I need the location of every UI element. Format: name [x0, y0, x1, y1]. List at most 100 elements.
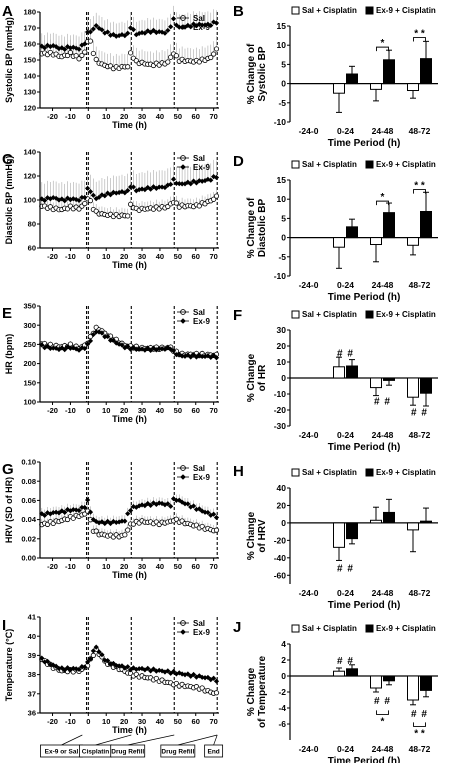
- panel-label-E: E: [2, 305, 12, 322]
- data-point: [82, 201, 88, 207]
- significance-mark: # #: [374, 396, 391, 407]
- data-point: [67, 508, 74, 514]
- series-sal: [39, 188, 220, 220]
- panel-label-F: F: [233, 307, 242, 324]
- panel-label-A: A: [2, 3, 13, 20]
- y-tick-label: 350: [23, 302, 36, 311]
- y-tick-label: 130: [23, 88, 36, 97]
- data-point: [113, 33, 119, 39]
- data-point: [193, 23, 200, 29]
- x-tick-label: 60: [192, 112, 200, 121]
- data-point: [162, 30, 168, 36]
- data-point: [148, 29, 154, 36]
- event-label: Drug Refill: [161, 749, 194, 756]
- y-tick-label: 0.08: [21, 477, 36, 486]
- data-point: [196, 352, 202, 358]
- y-tick-label: 0.06: [21, 496, 36, 505]
- data-point: [87, 189, 94, 195]
- event-pointer: [213, 734, 218, 746]
- y-axis-label-line: % Change: [246, 511, 257, 560]
- data-point: [42, 45, 48, 51]
- legend-label: Sal: [193, 619, 205, 628]
- category-label: -24-0: [299, 744, 319, 754]
- y-tick-label: 2: [281, 655, 286, 665]
- bar: [383, 59, 395, 85]
- data-point: [199, 674, 205, 680]
- data-point: [142, 503, 148, 509]
- y-tick-label: 120: [23, 104, 36, 113]
- legend-label: Ex-9 + Cisplatin: [376, 160, 436, 169]
- y-axis-label-line: Diastolic BP: [257, 199, 268, 258]
- y-tick-label: 0.04: [21, 515, 36, 524]
- data-point: [145, 345, 151, 351]
- data-point: [116, 341, 122, 347]
- category-label: -24-0: [299, 588, 319, 598]
- data-point: [76, 666, 82, 672]
- y-tick-label: 36: [28, 709, 36, 718]
- data-point: [125, 664, 131, 670]
- bar: [383, 212, 395, 239]
- data-point: [145, 500, 151, 507]
- data-point: [85, 29, 91, 35]
- y-tick-label: -10: [274, 117, 287, 127]
- bar: [420, 520, 432, 524]
- data-point: [211, 196, 217, 202]
- data-point: [119, 518, 125, 524]
- data-point: [162, 184, 168, 191]
- data-point: [213, 355, 220, 361]
- y-tick-label: -60: [274, 570, 287, 580]
- y-tick-label: 150: [23, 56, 36, 65]
- data-point: [79, 664, 85, 670]
- data-point: [42, 197, 48, 204]
- data-point: [82, 664, 88, 670]
- y-axis-label-line: Systolic BP: [257, 46, 268, 101]
- data-point: [185, 671, 191, 677]
- data-point: [173, 53, 179, 59]
- data-point: [130, 503, 137, 510]
- bar: [370, 237, 382, 246]
- data-point: [99, 27, 105, 33]
- event-box: [204, 744, 224, 758]
- data-point: [179, 499, 185, 505]
- series-sal: [39, 28, 220, 72]
- x-tick-label: 60: [192, 406, 200, 415]
- y-tick-label: -2: [278, 687, 286, 697]
- data-point: [105, 29, 111, 35]
- data-point: [64, 344, 71, 350]
- data-point: [53, 509, 59, 515]
- data-point: [188, 354, 194, 360]
- significance-bracket: [413, 37, 426, 42]
- x-tick-label: 40: [156, 406, 164, 415]
- data-point: [39, 43, 45, 49]
- significance-mark: * *: [414, 29, 425, 40]
- data-point: [162, 502, 168, 508]
- data-point: [211, 675, 217, 681]
- data-point: [50, 345, 56, 351]
- y-tick-label: 0.10: [21, 458, 36, 467]
- data-point: [70, 665, 76, 672]
- y-tick-label: 0: [281, 518, 286, 528]
- y-tick-label: 5: [281, 213, 286, 223]
- data-point: [139, 502, 145, 508]
- data-point: [125, 213, 131, 219]
- data-point: [156, 667, 162, 673]
- data-point: [156, 184, 162, 190]
- legend-label: Ex-9: [193, 317, 210, 326]
- data-point: [113, 519, 119, 526]
- data-point: [136, 346, 142, 352]
- y-tick-label: 100: [23, 196, 36, 205]
- bar: [333, 366, 345, 379]
- data-point: [56, 197, 62, 203]
- event-label: Drug Refill: [111, 749, 144, 756]
- data-point: [127, 50, 134, 56]
- y-tick-label: 40: [28, 632, 36, 641]
- data-point: [190, 671, 197, 678]
- panel-J: -6 -4 -2 0 2 4 -24-0 0-24 24-48 48-72 # # # # # # * * …: [246, 624, 438, 763]
- x-tick-label: 50: [174, 717, 182, 726]
- legend-label: Ex-9: [193, 163, 210, 172]
- data-point: [50, 43, 56, 49]
- x-axis-label: Time Period (h): [328, 442, 401, 453]
- bar: [346, 73, 358, 85]
- legend-swatch-ex9: [365, 6, 374, 15]
- data-point: [90, 331, 96, 338]
